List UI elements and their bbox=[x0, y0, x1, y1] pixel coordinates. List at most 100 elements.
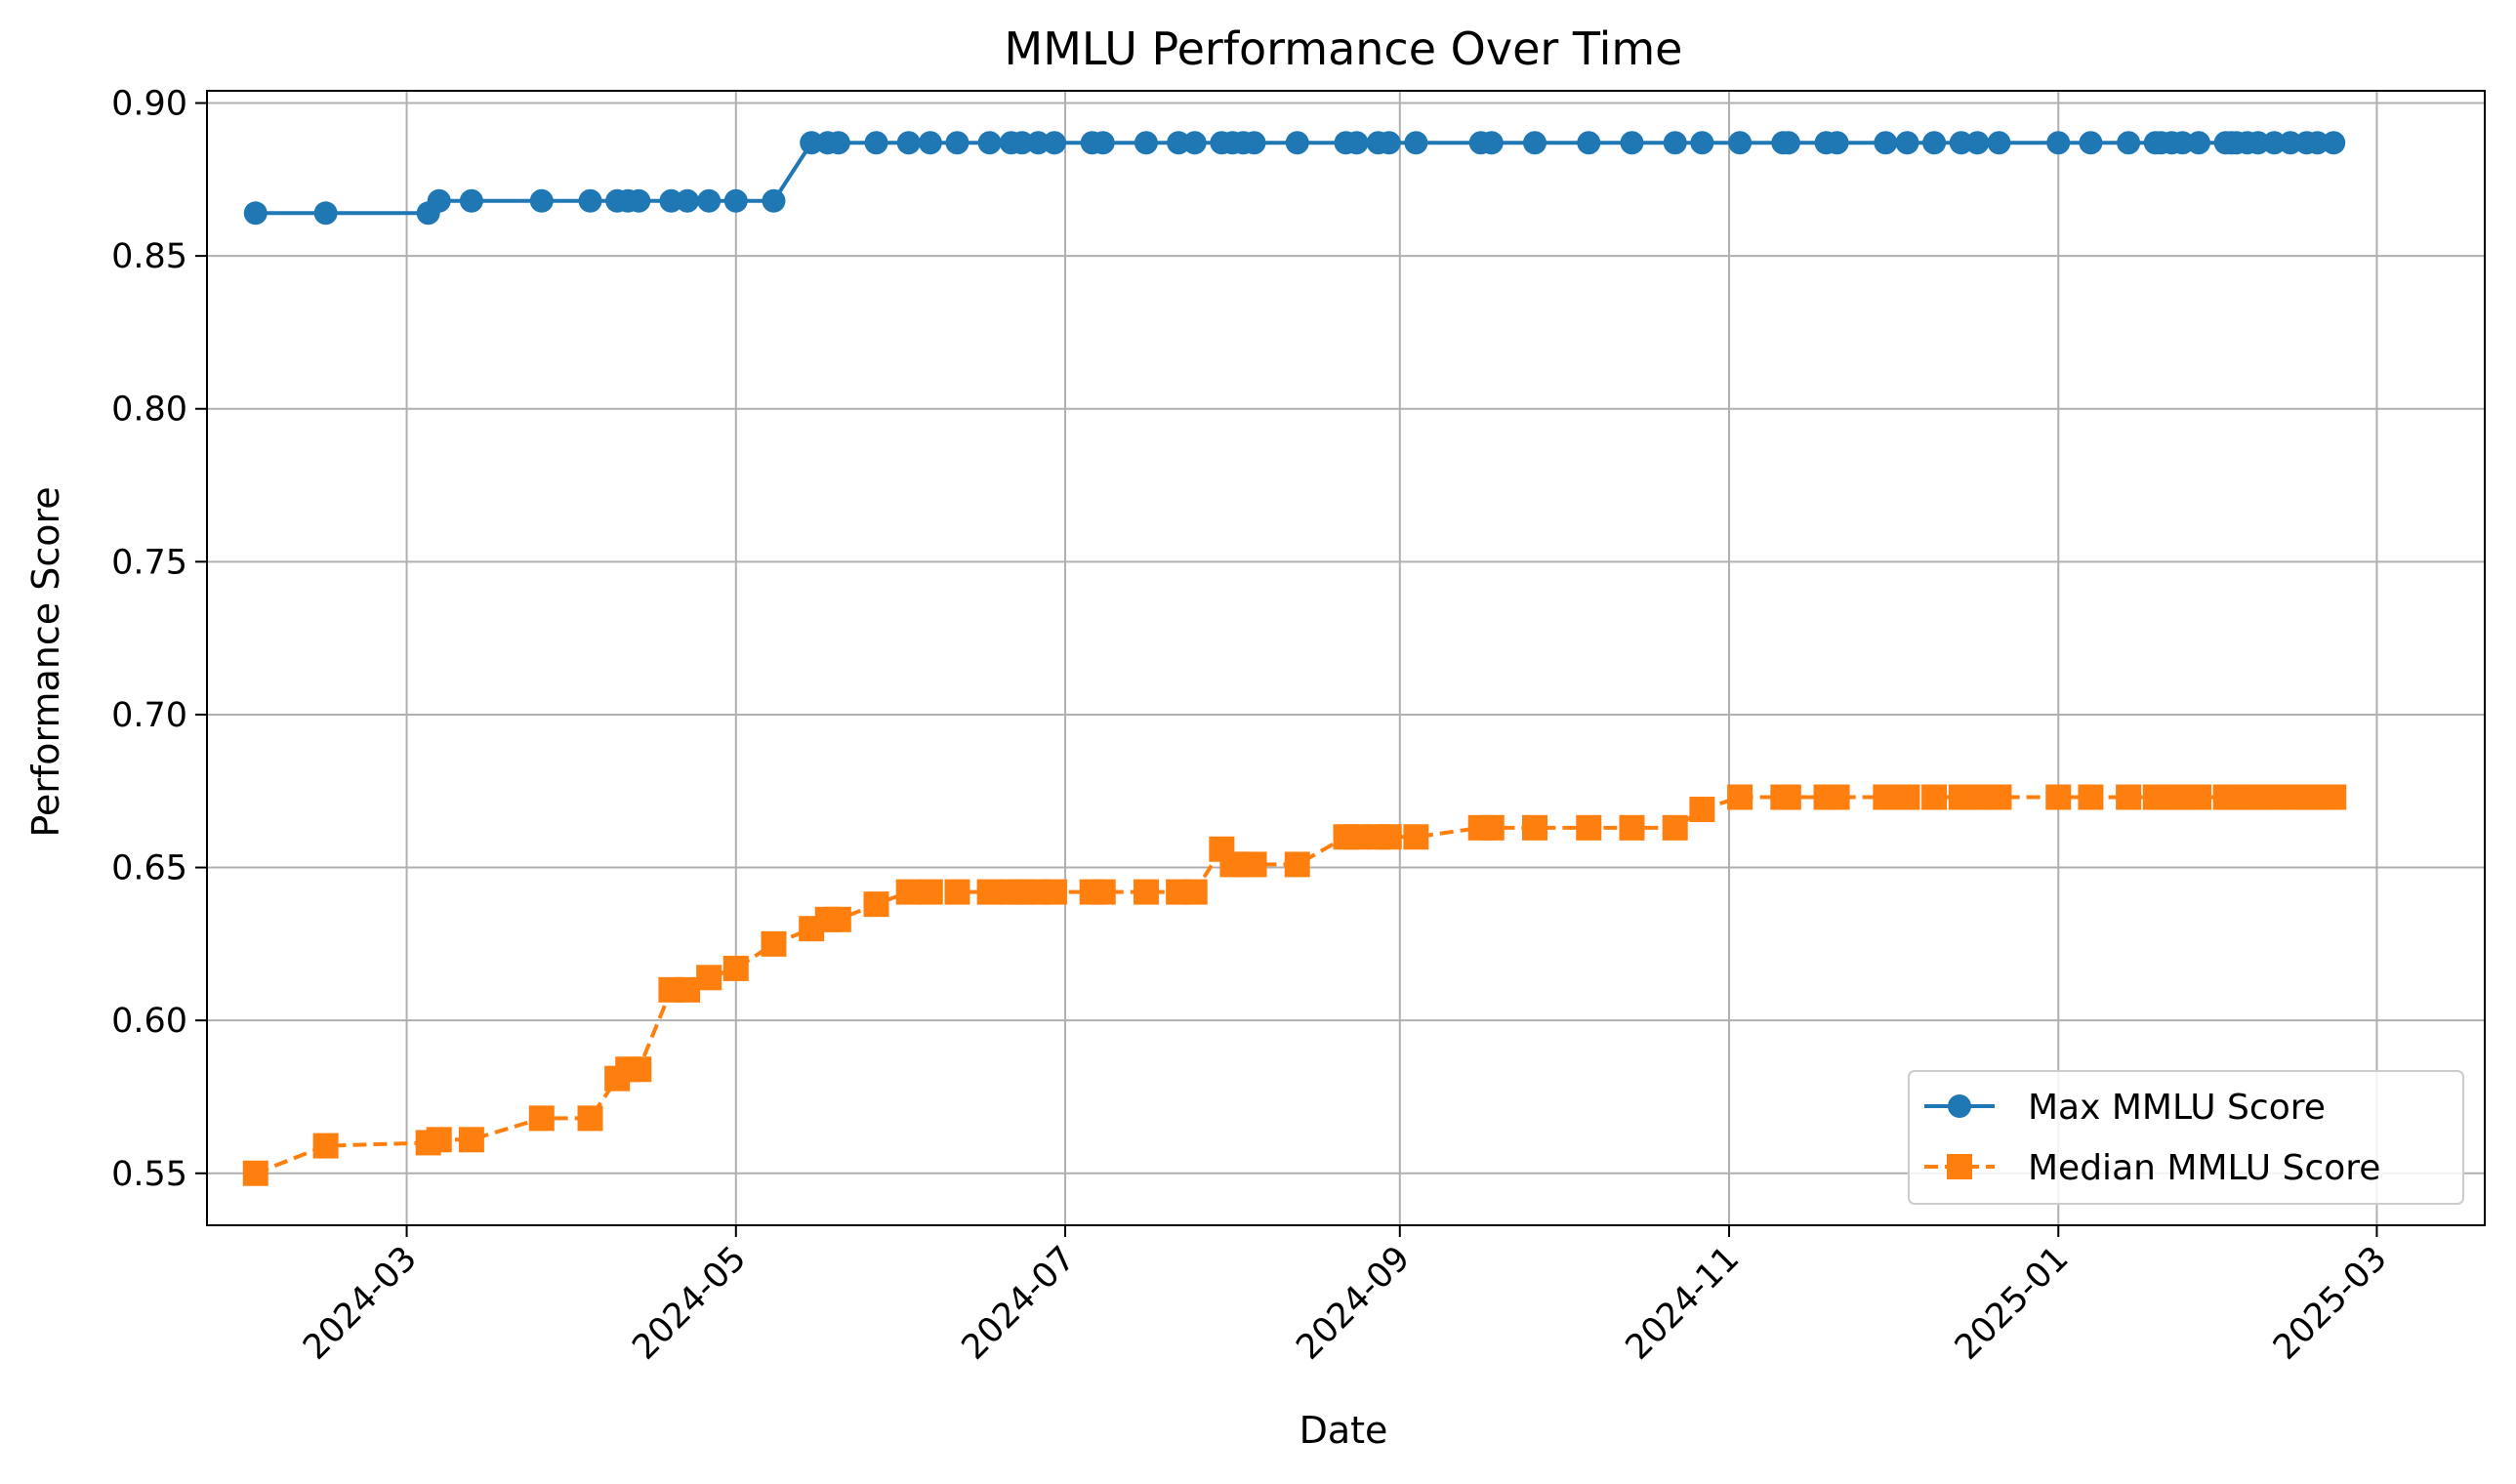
data-point bbox=[1026, 131, 1051, 155]
data-point bbox=[676, 188, 700, 213]
data-point bbox=[1662, 814, 1688, 841]
data-point bbox=[976, 879, 1003, 905]
data-point bbox=[977, 131, 1002, 155]
series-median bbox=[242, 784, 2347, 1186]
grid bbox=[207, 91, 2485, 1225]
data-point bbox=[863, 891, 889, 918]
data-point bbox=[800, 131, 824, 155]
data-point bbox=[1241, 851, 1267, 878]
data-point bbox=[675, 976, 701, 1003]
data-point bbox=[1964, 784, 1991, 810]
data-point bbox=[1576, 814, 1602, 841]
data-point bbox=[426, 1127, 452, 1153]
data-point bbox=[1284, 851, 1310, 878]
data-point bbox=[1182, 131, 1207, 155]
data-point bbox=[242, 1160, 268, 1186]
data-point bbox=[243, 201, 268, 226]
y-tick-label: 0.70 bbox=[111, 696, 187, 735]
legend-marker bbox=[1947, 1154, 1972, 1179]
data-point bbox=[529, 188, 554, 213]
data-point bbox=[459, 188, 483, 213]
legend-entry: Median MMLU Score bbox=[1924, 1148, 2380, 1188]
data-point bbox=[917, 879, 943, 905]
data-point bbox=[2246, 131, 2270, 155]
y-tick-label: 0.85 bbox=[111, 237, 187, 276]
data-point bbox=[2078, 784, 2104, 810]
data-point bbox=[1689, 797, 1715, 823]
legend-box bbox=[1908, 1070, 2464, 1205]
data-point bbox=[826, 131, 850, 155]
y-tick-label: 0.65 bbox=[111, 849, 187, 888]
data-point bbox=[1727, 784, 1753, 810]
data-point bbox=[1010, 131, 1034, 155]
data-point bbox=[1521, 814, 1547, 841]
data-point bbox=[1663, 131, 1687, 155]
data-point bbox=[1987, 131, 2011, 155]
data-point bbox=[1825, 131, 1849, 155]
legend-label: Max MMLU Score bbox=[2028, 1088, 2326, 1128]
data-point bbox=[723, 188, 748, 213]
y-tick-label: 0.60 bbox=[111, 1002, 187, 1041]
data-point bbox=[864, 131, 888, 155]
data-point bbox=[1577, 131, 1601, 155]
data-point bbox=[1894, 784, 1920, 810]
data-point bbox=[528, 1105, 555, 1132]
y-tick-label: 0.75 bbox=[111, 543, 187, 582]
data-point bbox=[627, 188, 651, 213]
data-point bbox=[825, 906, 851, 932]
data-point bbox=[1728, 131, 1753, 155]
data-point bbox=[1403, 824, 1429, 850]
data-point bbox=[1619, 814, 1645, 841]
series-max bbox=[243, 131, 2346, 226]
data-point bbox=[1377, 131, 1401, 155]
legend-label: Median MMLU Score bbox=[2028, 1148, 2380, 1188]
data-point bbox=[1090, 879, 1116, 905]
data-point bbox=[1479, 131, 1504, 155]
data-point bbox=[761, 930, 787, 957]
legend: Max MMLU Score Median MMLU Score bbox=[1908, 1070, 2464, 1205]
data-point bbox=[1041, 879, 1067, 905]
data-point bbox=[945, 131, 969, 155]
data-point bbox=[2079, 131, 2103, 155]
data-point bbox=[1376, 824, 1402, 850]
data-point bbox=[1986, 784, 2012, 810]
data-point bbox=[458, 1127, 484, 1153]
data-point bbox=[1620, 131, 1644, 155]
data-point bbox=[659, 188, 683, 213]
data-point bbox=[2321, 784, 2347, 810]
data-point bbox=[1091, 131, 1115, 155]
x-axis-label: Date bbox=[1299, 1409, 1388, 1452]
data-point bbox=[2117, 131, 2141, 155]
data-point bbox=[312, 1133, 339, 1159]
data-point bbox=[1824, 784, 1850, 810]
data-point bbox=[1776, 131, 1800, 155]
data-point bbox=[1522, 131, 1547, 155]
data-point bbox=[896, 131, 921, 155]
data-point bbox=[1285, 131, 1309, 155]
data-point bbox=[2170, 131, 2195, 155]
data-point bbox=[697, 188, 722, 213]
data-point bbox=[895, 879, 922, 905]
data-point bbox=[1873, 784, 1899, 810]
data-point bbox=[1343, 824, 1370, 850]
y-tick-label: 0.80 bbox=[111, 391, 187, 430]
data-point bbox=[1478, 814, 1505, 841]
data-point bbox=[1242, 131, 1266, 155]
data-point bbox=[313, 201, 338, 226]
data-point bbox=[2046, 131, 2071, 155]
data-point bbox=[1133, 879, 1159, 905]
y-axis-label: Performance Score bbox=[24, 486, 67, 837]
data-point bbox=[1404, 131, 1428, 155]
chart-title: MMLU Performance Over Time bbox=[1005, 22, 1683, 75]
y-tick-label: 0.90 bbox=[111, 85, 187, 124]
data-point bbox=[1134, 131, 1158, 155]
data-point bbox=[2262, 131, 2287, 155]
data-point bbox=[2116, 784, 2142, 810]
data-point bbox=[1949, 131, 1973, 155]
y-tick-label: 0.55 bbox=[111, 1155, 187, 1194]
data-point bbox=[696, 965, 722, 991]
data-point bbox=[2185, 784, 2211, 810]
